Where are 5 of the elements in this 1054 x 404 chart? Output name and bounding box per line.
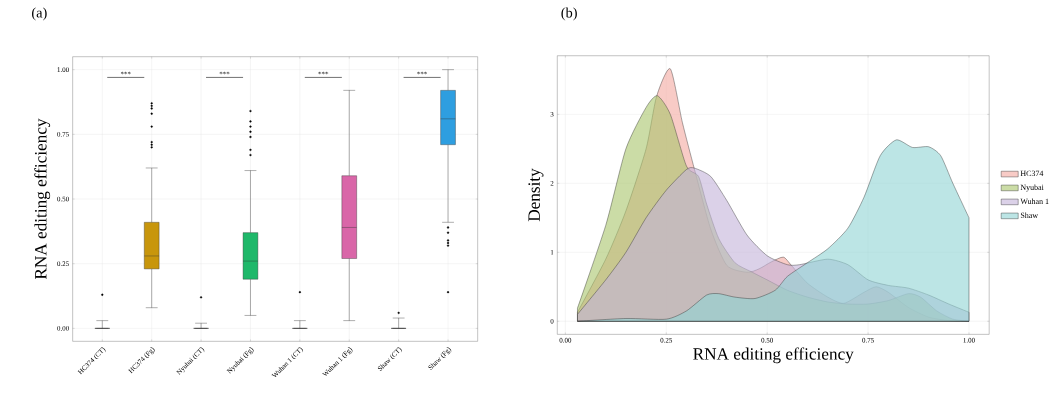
chart-title: (b)	[561, 7, 577, 21]
x-axis-title: RNA editing efficiency	[693, 347, 854, 364]
y-axis-title: RNA editing efficiency	[34, 118, 51, 280]
chart-title: (a)	[32, 7, 47, 21]
y-axis-title: Density	[528, 168, 544, 222]
